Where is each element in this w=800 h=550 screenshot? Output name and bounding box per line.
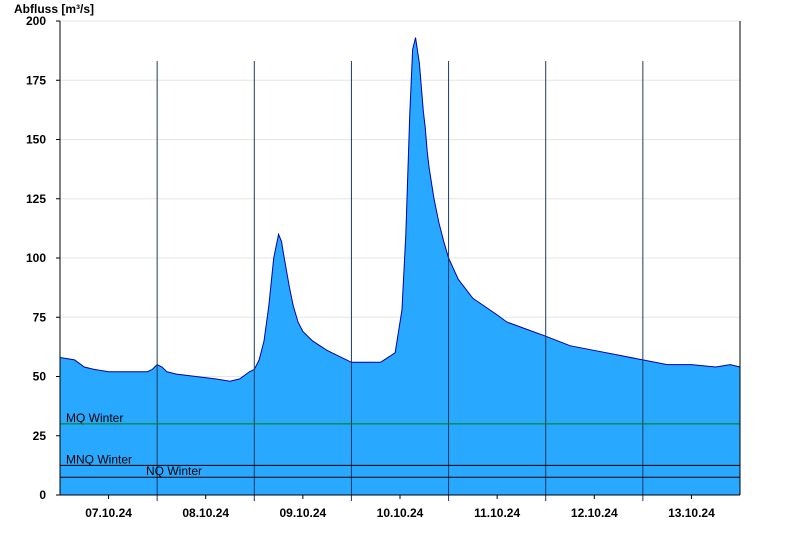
- y-tick-label: 125: [26, 192, 46, 206]
- reference-lines: MQ Winter MNQ Winter NQ Winter: [60, 411, 740, 478]
- y-tick-label: 75: [33, 310, 47, 324]
- y-tick-label: 100: [26, 251, 46, 265]
- y-tick-label: 150: [26, 133, 46, 147]
- x-tick-label: 12.10.24: [571, 506, 618, 520]
- y-tick-label: 50: [33, 370, 47, 384]
- reference-line-label: MNQ Winter: [66, 452, 132, 466]
- x-tick-label: 07.10.24: [85, 506, 132, 520]
- axes: [56, 20, 741, 499]
- y-tick-label: 200: [26, 14, 46, 28]
- y-tick-label: 175: [26, 73, 46, 87]
- y-tick-label: 0: [39, 488, 46, 502]
- y-tick-label: 25: [33, 429, 47, 443]
- reference-line-label: MQ Winter: [66, 411, 123, 425]
- series-area: [60, 37, 740, 496]
- tick-labels: 0 25 50 75 100 125 150 175 200 07.10.24 08.10.24 09…: [26, 14, 715, 520]
- y-axis-label: Abfluss [m³/s]: [14, 2, 94, 16]
- day-separators: [156, 61, 644, 501]
- x-tick-label: 08.10.24: [182, 506, 229, 520]
- plot-area: [59, 37, 741, 496]
- x-tick-label: 09.10.24: [279, 506, 326, 520]
- reference-line-label: NQ Winter: [146, 464, 202, 478]
- x-tick-label: 13.10.24: [668, 506, 715, 520]
- x-tick-label: 11.10.24: [474, 506, 520, 520]
- x-tick-label: 10.10.24: [377, 506, 424, 520]
